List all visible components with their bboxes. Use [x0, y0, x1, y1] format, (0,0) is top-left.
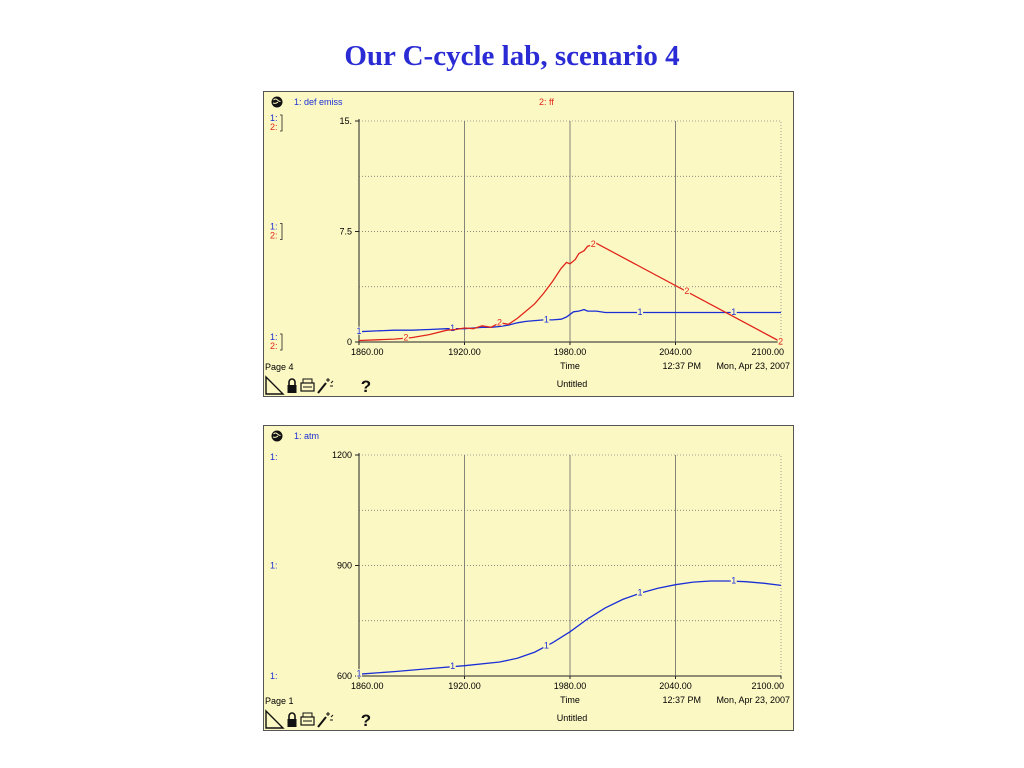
series-marker: 1 — [638, 588, 643, 598]
scale-marker: 1: — [270, 561, 278, 571]
scale-bracket — [280, 333, 283, 351]
series-marker-bg — [683, 286, 690, 295]
page-label[interactable]: Page 4 — [265, 362, 294, 372]
scale-bracket — [280, 114, 283, 132]
x-tick-label: 1920.00 — [448, 681, 481, 691]
series-marker-bg — [449, 661, 456, 670]
series-marker-bg — [590, 239, 597, 248]
series-marker-bg — [543, 641, 550, 650]
scale-marker: 1: — [270, 113, 278, 123]
scale-marker: 2: — [270, 341, 278, 351]
x-tick-label: 1860.00 — [351, 681, 384, 691]
scale-marker: 2: — [270, 122, 278, 132]
panel-background — [263, 91, 794, 397]
printer-icon[interactable] — [300, 378, 315, 392]
series-marker-bg — [637, 588, 644, 597]
y-tick-label: 900 — [337, 561, 352, 571]
x-tick-label: 2040.00 — [659, 347, 692, 357]
series-marker-bg — [777, 336, 784, 345]
y-tick-label: 15. — [339, 116, 352, 126]
series-marker: 1 — [731, 307, 736, 317]
series-marker-bg — [543, 314, 550, 323]
y-tick-label: 600 — [337, 671, 352, 681]
footer-title: Untitled — [557, 713, 588, 723]
footer-date: Mon, Apr 23, 2007 — [716, 361, 790, 371]
help-icon[interactable]: ? — [361, 377, 371, 396]
y-tick-label: 7.5 — [339, 227, 352, 237]
graph-panel-page-4[interactable]: 1: def emiss 2: ff 15. 1: 2: 7.5 1: 2: 0 1: 2: 1860… — [263, 91, 794, 397]
series-marker: 2 — [778, 336, 783, 346]
series-marker: 2 — [403, 333, 408, 343]
series-marker-bg — [730, 307, 737, 316]
x-tick-label: 1980.00 — [554, 347, 587, 357]
series-marker: 2 — [497, 317, 502, 327]
series-marker: 1 — [731, 576, 736, 586]
scale-marker: 1: — [270, 452, 278, 462]
magic-wand-icon[interactable] — [317, 378, 334, 394]
legend-entry: 2: ff — [539, 97, 554, 107]
globe-icon[interactable] — [271, 430, 283, 442]
series-marker: 1 — [356, 326, 361, 336]
x-axis-label: Time — [560, 361, 580, 371]
magic-wand-icon[interactable] — [317, 712, 334, 728]
series-marker: 2 — [591, 239, 596, 249]
series-marker: 1 — [544, 314, 549, 324]
chart-svg: 1: atm 1200 1: 900 1: 600 1: 1860.00 1920.00 1980… — [263, 425, 794, 731]
graph-panel-page-1[interactable]: 1: atm 1200 1: 900 1: 600 1: 1860.00 1920.00 1980… — [263, 425, 794, 731]
x-tick-label: 1860.00 — [351, 347, 384, 357]
lock-icon[interactable] — [287, 378, 297, 393]
series-marker: 1 — [638, 307, 643, 317]
series-marker: 1 — [544, 641, 549, 651]
series-marker-bg — [402, 333, 409, 342]
x-tick-label: 1920.00 — [448, 347, 481, 357]
page-label[interactable]: Page 1 — [265, 696, 294, 706]
lock-icon[interactable] — [287, 712, 297, 727]
series-line — [358, 580, 782, 675]
x-axis-label: Time — [560, 695, 580, 705]
slide-title: Our C-cycle lab, scenario 4 — [344, 40, 680, 72]
help-icon[interactable]: ? — [361, 711, 371, 730]
chart-svg: 1: def emiss 2: ff15.1:2:7.51:2:01:2:1860… — [263, 91, 794, 397]
panel-background — [263, 425, 794, 731]
series-marker-bg — [496, 317, 503, 326]
series-marker-bg — [449, 323, 456, 332]
page-corner-icon[interactable] — [265, 375, 285, 395]
x-tick-label: 2100.00 — [751, 347, 784, 357]
series-marker-bg — [637, 307, 644, 316]
legend-entry: 1: atm — [294, 431, 319, 441]
series-marker: 1 — [356, 669, 361, 679]
x-tick-label: 2100.00 — [751, 681, 784, 691]
series-marker-bg — [356, 326, 362, 335]
series-marker: 2 — [684, 286, 689, 296]
scale-marker: 1: — [270, 671, 278, 681]
footer-title: Untitled — [557, 379, 588, 389]
footer-time: 12:37 PM — [662, 361, 701, 371]
footer-time: 12:37 PM — [662, 695, 701, 705]
scale-marker: 1: — [270, 222, 278, 232]
series-line — [358, 242, 782, 343]
series-marker: 1 — [450, 661, 455, 671]
series-marker: 1 — [450, 323, 455, 333]
scale-marker: 1: — [270, 332, 278, 342]
legend-entry: 1: def emiss — [294, 97, 343, 107]
scale-marker: 2: — [270, 231, 278, 241]
footer-date: Mon, Apr 23, 2007 — [716, 695, 790, 705]
printer-icon[interactable] — [300, 712, 315, 726]
page-corner-icon[interactable] — [265, 709, 285, 729]
x-tick-label: 1980.00 — [554, 681, 587, 691]
y-tick-label: 1200 — [332, 450, 352, 460]
y-tick-label: 0 — [347, 337, 352, 347]
x-tick-label: 2040.00 — [659, 681, 692, 691]
series-marker-bg — [730, 576, 737, 585]
scale-bracket — [280, 223, 283, 240]
globe-icon[interactable] — [271, 96, 283, 108]
series-marker-bg — [356, 669, 362, 678]
